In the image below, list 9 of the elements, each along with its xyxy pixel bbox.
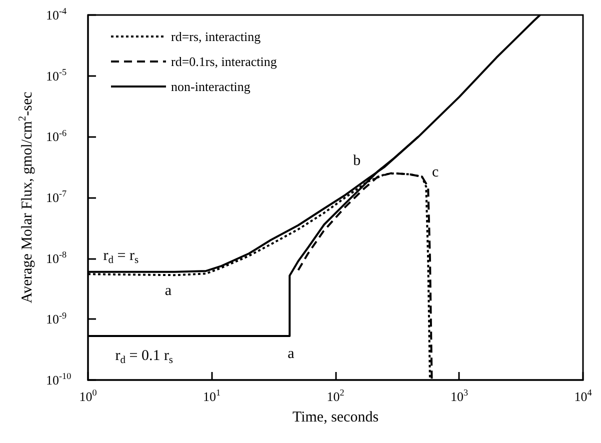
annotation: c xyxy=(432,164,439,181)
legend-label: rd=0.1rs, interacting xyxy=(171,54,278,69)
legend-label: rd=rs, interacting xyxy=(171,29,262,44)
x-axis-title: Time, seconds xyxy=(292,410,379,426)
legend-label: non-interacting xyxy=(171,79,251,94)
annotation: b xyxy=(353,153,361,170)
y-axis-title: Average Molar Flux, gmol/cm2-sec xyxy=(18,91,36,304)
annotation: a xyxy=(288,346,295,362)
annotation: a xyxy=(164,283,172,300)
